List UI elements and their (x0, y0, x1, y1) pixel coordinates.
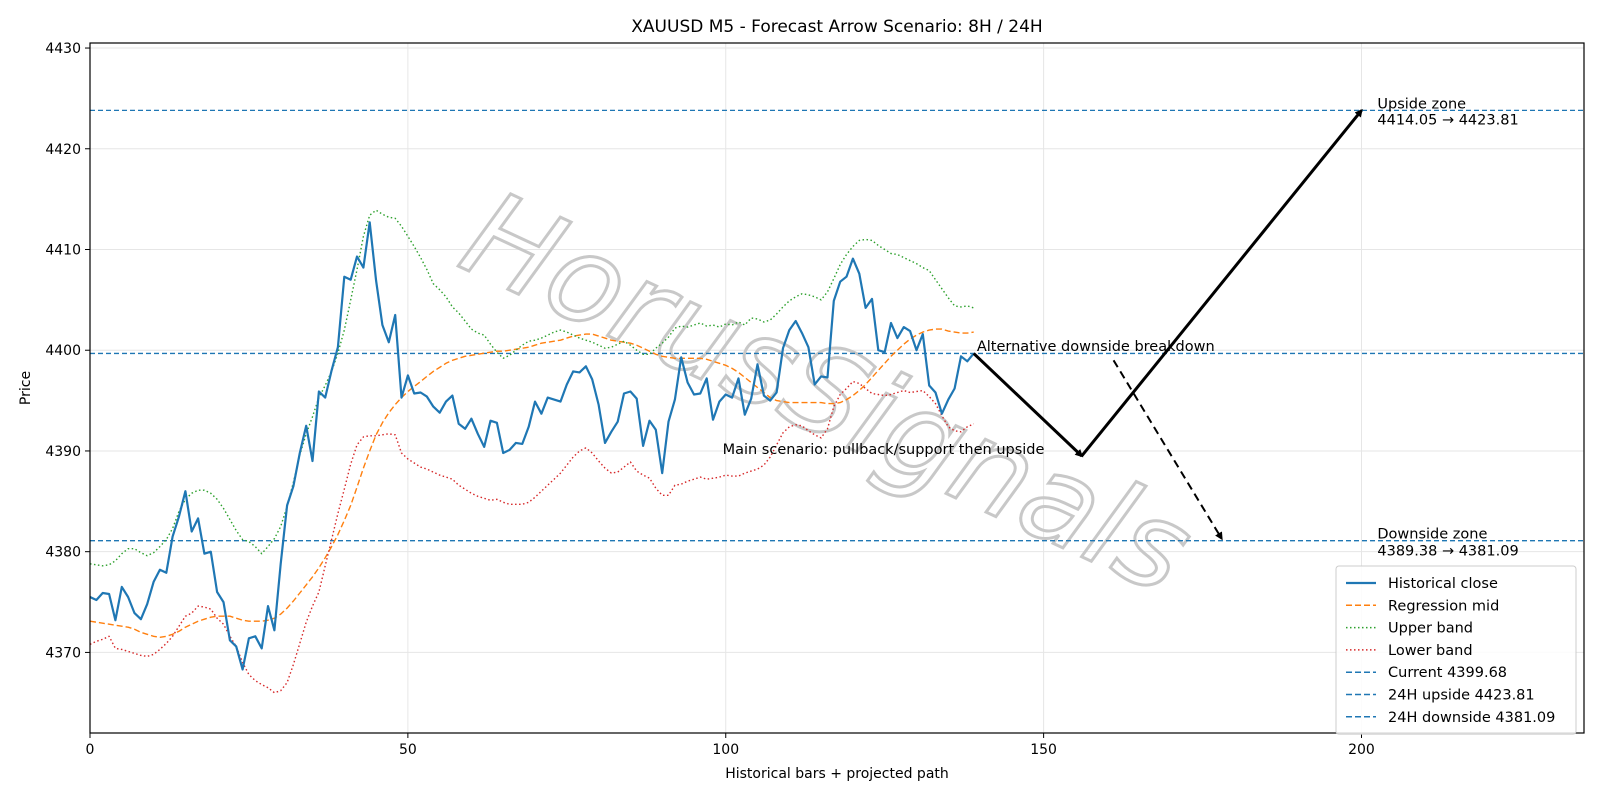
axis-ticks: 0 50 100 150 200 4370 4380 4390 4400 4410 4420 4430 (45, 41, 1374, 758)
annotation-downside-zone-title: Downside zone (1377, 527, 1487, 543)
y-tick-label: 4430 (45, 41, 81, 57)
arrow-main-pullback (972, 352, 1084, 458)
chart-title: XAUUSD M5 - Forecast Arrow Scenario: 8H … (631, 17, 1042, 37)
legend-label: 24H downside 4381.09 (1388, 710, 1555, 726)
forecast-arrows (972, 108, 1363, 541)
x-tick-label: 50 (399, 742, 417, 758)
series (90, 209, 975, 694)
y-tick-label: 4420 (45, 142, 81, 158)
arrow-alt-downside (1112, 359, 1223, 541)
legend-label: Current 4399.68 (1388, 665, 1507, 681)
x-tick-label: 0 (86, 742, 95, 758)
annotation-main-scenario: Main scenario: pullback/support then ups… (723, 442, 1045, 458)
x-tick-label: 150 (1030, 742, 1057, 758)
annotation-upside-zone-title: Upside zone (1377, 96, 1466, 112)
plot-frame (89, 42, 1585, 734)
legend-label: Historical close (1388, 576, 1498, 592)
annotation-alt-scenario: Alternative downside breakdown (977, 339, 1215, 355)
x-tick-label: 200 (1348, 742, 1375, 758)
annotations: Main scenario: pullback/support then ups… (723, 96, 1519, 559)
x-tick-label: 100 (712, 742, 739, 758)
y-tick-label: 4390 (45, 444, 81, 460)
y-tick-label: 4380 (45, 545, 81, 561)
y-tick-label: 4400 (45, 343, 81, 359)
y-tick-label: 4410 (45, 242, 81, 258)
reference-lines (90, 109, 1584, 542)
legend-box (1335, 565, 1577, 735)
legend-label: Upper band (1388, 621, 1473, 637)
annotation-upside-zone-range: 4414.05 → 4423.81 (1377, 113, 1518, 129)
y-tick-label: 4370 (45, 645, 81, 661)
annotation-downside-zone-range: 4389.38 → 4381.09 (1377, 544, 1518, 560)
legend-label: 24H upside 4423.81 (1388, 688, 1535, 704)
series-regression-mid (90, 328, 974, 638)
legend: Historical close Regression mid Upper band… (1335, 565, 1577, 735)
arrow-main-upside (1080, 108, 1363, 457)
y-axis-label: Price (18, 371, 34, 405)
legend-label: Lower band (1388, 643, 1473, 659)
series-historical-close (90, 221, 975, 671)
legend-label: Regression mid (1388, 598, 1499, 614)
x-axis-label: Historical bars + projected path (725, 766, 949, 782)
